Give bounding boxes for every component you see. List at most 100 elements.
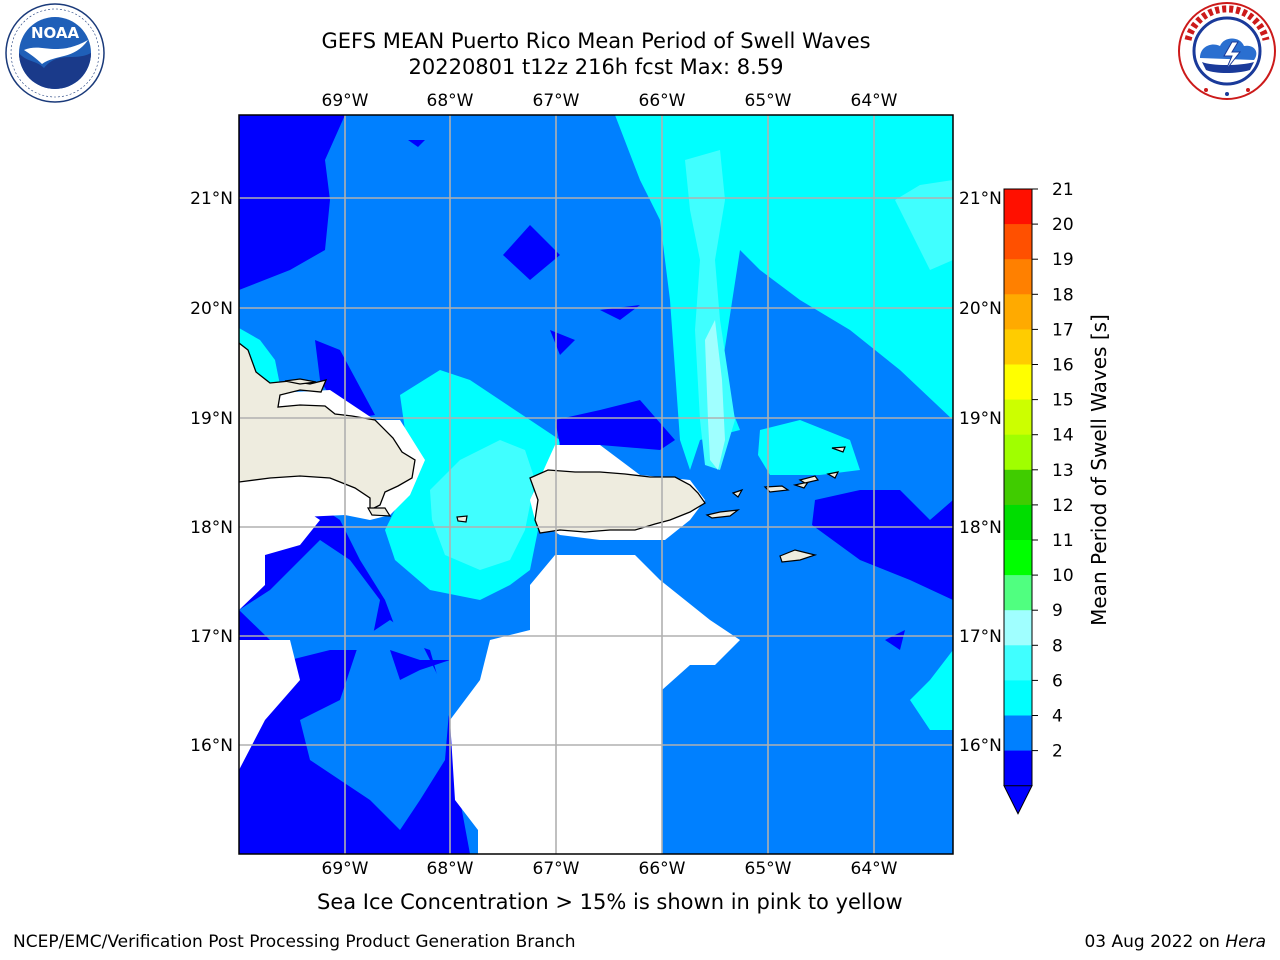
lat-label-left-17n: 17°N: [190, 627, 233, 647]
gridlines: [239, 115, 953, 854]
colorbar-segment: [1004, 259, 1032, 295]
colorbar-tick-label: 16: [1052, 356, 1074, 376]
land-saona: [366, 507, 392, 517]
lat-label-right-21n: 21°N: [959, 189, 1002, 209]
field-level-7-8-center: [430, 440, 535, 570]
colorbar-segment: [1004, 294, 1032, 330]
colorbar-segment: [1004, 680, 1032, 716]
lat-label-left-16n: 16°N: [190, 736, 233, 756]
lat-label-right-20n: 20°N: [959, 299, 1002, 319]
colorbar-tick-label: 11: [1052, 531, 1074, 551]
field-patch-dark-2: [555, 400, 675, 450]
land-bvi-east: [826, 471, 840, 479]
footer-date-text: 03 Aug 2022 on: [1084, 932, 1226, 952]
map-frame: [238, 114, 954, 855]
colorbar-segment: [1004, 469, 1032, 506]
lat-labels-right: 21°N 20°N 19°N 18°N 17°N 16°N: [959, 189, 1002, 756]
lon-label-top-69w: 69°W: [322, 91, 369, 111]
colorbar-extend-arrow: [1003, 785, 1033, 815]
lon-label-top-66w: 66°W: [639, 91, 686, 111]
sea-ice-note: Sea Ice Concentration > 15% is shown in …: [317, 890, 903, 914]
colorbar-frame: [1003, 188, 1033, 786]
land-hispaniola: [239, 342, 416, 512]
lon-labels-top: 69°W 68°W 67°W 66°W 65°W 64°W: [322, 91, 898, 111]
colorbar-segment: [1004, 224, 1032, 260]
land-vieques: [705, 509, 741, 519]
colorbar-segment: [1004, 750, 1032, 787]
colorbar-segment: [1004, 364, 1032, 401]
colorbar-tick-label: 8: [1052, 636, 1063, 656]
colorbar-segment: [1004, 189, 1032, 225]
lon-label-top-68w: 68°W: [427, 91, 474, 111]
lat-label-left-18n: 18°N: [190, 518, 233, 538]
footer-host: Hera: [1225, 932, 1266, 952]
colorbar-tick-label: 19: [1052, 250, 1074, 270]
colorbar-tick-label: 6: [1052, 671, 1063, 691]
colorbar-tick-label: 2: [1052, 742, 1063, 762]
field-level-8-9: [705, 320, 725, 470]
colorbar-tick-label: 4: [1052, 707, 1063, 727]
title-line-2: 20220801 t12z 216h fcst Max: 8.59: [408, 55, 784, 79]
colorbar-segment: [1004, 540, 1032, 576]
field-level-7-8-ne: [895, 180, 953, 270]
noaa-logo: NOAA: [5, 3, 105, 103]
lon-label-bottom-66w: 66°W: [639, 859, 686, 879]
lon-label-top-64w: 64°W: [851, 91, 898, 111]
colorbar-tick-label: 10: [1052, 566, 1074, 586]
colorbar-segment: [1004, 575, 1032, 611]
colorbar-segment: [1004, 645, 1032, 681]
lat-label-left-19n: 19°N: [190, 409, 233, 429]
field-patch-dark-7: [885, 630, 905, 650]
field-patch-dark-8: [408, 140, 425, 147]
colorbar-tick-label: 12: [1052, 496, 1074, 516]
lon-label-top-65w: 65°W: [745, 91, 792, 111]
colorbar: 21 20 19 18 17 16 15 14 13 12 11 10 9 8 6 4 2: [1003, 180, 1074, 815]
land-tortuga: [284, 378, 317, 385]
colorbar-tick-label: 13: [1052, 461, 1074, 481]
lon-label-bottom-64w: 64°W: [851, 859, 898, 879]
lat-label-right-16n: 16°N: [959, 736, 1002, 756]
colorbar-segment: [1004, 715, 1032, 752]
land-mona: [456, 515, 468, 523]
lat-label-left-20n: 20°N: [190, 299, 233, 319]
colorbar-tick-label: 20: [1052, 215, 1074, 235]
footer-branch: NCEP/EMC/Verification Post Processing Pr…: [13, 932, 576, 952]
land-tortola: [798, 475, 820, 484]
lat-label-left-21n: 21°N: [190, 189, 233, 209]
lat-label-right-18n: 18°N: [959, 518, 1002, 538]
lat-label-right-17n: 17°N: [959, 627, 1002, 647]
colorbar-tick-label: 9: [1052, 601, 1063, 621]
footer-date: 03 Aug 2022 on Hera: [1084, 932, 1266, 952]
colorbar-segment: [1004, 610, 1032, 646]
lon-label-bottom-69w: 69°W: [322, 859, 369, 879]
field-level-6-7-east: [758, 420, 860, 475]
lon-label-bottom-68w: 68°W: [427, 859, 474, 879]
lon-label-bottom-67w: 67°W: [533, 859, 580, 879]
colorbar-tick-label: 18: [1052, 285, 1074, 305]
land-st-croix: [779, 549, 818, 563]
field-patch-dark-6: [390, 650, 450, 680]
lon-labels-bottom: 69°W 68°W 67°W 66°W 65°W 64°W: [322, 859, 898, 879]
colorbar-label: Mean Period of Swell Waves [s]: [1087, 314, 1111, 626]
colorbar-segment: [1004, 399, 1032, 436]
nws-logo: [1178, 2, 1276, 100]
lon-label-bottom-65w: 65°W: [745, 859, 792, 879]
field-level-6-7-se: [910, 650, 953, 730]
field-patch-dark-1: [503, 225, 560, 280]
colorbar-tick-label: 17: [1052, 320, 1074, 340]
field-nodata-sw2: [239, 640, 300, 770]
field-nodata-south: [450, 555, 740, 854]
lat-label-right-19n: 19°N: [959, 409, 1002, 429]
colorbar-segment: [1004, 504, 1032, 541]
colorbar-tick-label: 15: [1052, 391, 1074, 411]
noaa-wordmark: NOAA: [31, 24, 80, 42]
colorbar-tick-label: 21: [1052, 180, 1074, 200]
colorbar-segment: [1004, 434, 1032, 471]
lon-label-top-67w: 67°W: [533, 91, 580, 111]
land-culebra: [731, 488, 744, 498]
title-line-1: GEFS MEAN Puerto Rico Mean Period of Swe…: [321, 29, 871, 53]
lat-labels-left: 21°N 20°N 19°N 18°N 17°N 16°N: [190, 189, 233, 756]
field-level-4-6-se: [680, 670, 953, 854]
colorbar-segment: [1004, 329, 1032, 365]
